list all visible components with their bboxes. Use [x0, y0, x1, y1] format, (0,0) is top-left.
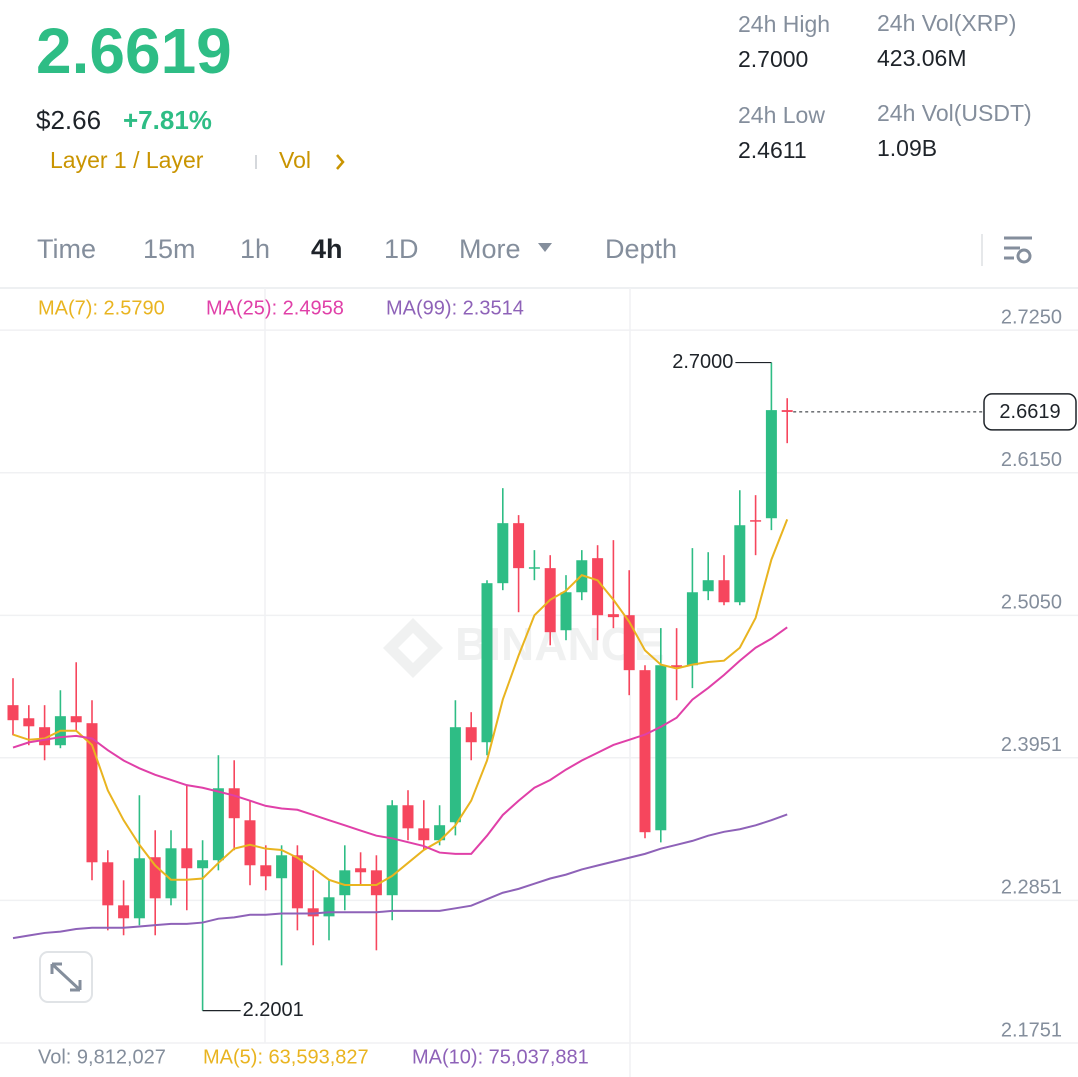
candle-body	[181, 848, 193, 869]
candle-body	[86, 723, 98, 863]
y-tick-label: 2.1751	[1001, 1019, 1062, 1041]
low-marker-label: 2.2001	[243, 999, 304, 1021]
last-price: 2.6619	[36, 15, 232, 87]
candle-body	[307, 908, 319, 917]
interval-tab[interactable]: 15m	[143, 234, 196, 264]
candle-body	[149, 857, 161, 899]
candle-body	[197, 860, 209, 869]
candle-body	[355, 868, 367, 873]
candle-body	[102, 862, 114, 906]
candle-body	[133, 858, 145, 919]
candle-body	[323, 897, 335, 917]
candle-body	[228, 788, 240, 819]
candle-body	[702, 580, 714, 592]
interval-tab[interactable]: Depth	[605, 234, 677, 264]
candle-body	[23, 718, 35, 727]
y-tick-label: 2.3951	[1001, 734, 1062, 756]
ma-line	[12, 813, 788, 940]
vol-link[interactable]: Vol	[279, 147, 311, 173]
candle-body	[528, 567, 540, 569]
interval-tab[interactable]: 4h	[311, 234, 343, 264]
high-marker-label: 2.7000	[672, 351, 733, 373]
candle-body	[434, 825, 446, 841]
candle-body	[781, 410, 793, 412]
stat-value: 1.09B	[877, 135, 937, 161]
last-price-box	[983, 393, 1077, 431]
stat-label: 24h Vol(XRP)	[877, 10, 1016, 36]
candle-body	[750, 520, 762, 522]
chevron-icon	[336, 154, 345, 170]
candle-body	[291, 855, 303, 909]
interval-tab[interactable]: More	[459, 234, 521, 264]
y-tick-label: 2.7250	[1001, 306, 1062, 328]
candle-body	[402, 805, 414, 829]
candle-body	[718, 580, 730, 603]
candle-body	[276, 855, 288, 879]
settings-icon[interactable]	[1004, 236, 1032, 264]
candle-body	[449, 727, 461, 823]
candle-body	[386, 805, 398, 896]
expand-button[interactable]	[39, 951, 93, 1003]
stat-value: 2.7000	[738, 46, 808, 72]
candle-body	[481, 583, 493, 743]
candle-body	[623, 615, 635, 671]
price-change: +7.81%	[123, 105, 212, 135]
y-tick-label: 2.6150	[1001, 449, 1062, 471]
y-tick-label: 2.2851	[1001, 877, 1062, 899]
candle-body	[765, 410, 777, 519]
candle-body	[7, 705, 19, 721]
stat-label: 24h Low	[738, 102, 825, 128]
candle-body	[165, 848, 177, 899]
candle-body	[418, 828, 430, 841]
y-tick-label: 2.5050	[1001, 592, 1062, 614]
candle-body	[339, 870, 351, 896]
interval-tab[interactable]: Time	[37, 234, 96, 264]
candle-body	[260, 865, 272, 877]
candle-body	[513, 523, 525, 569]
candle-body	[671, 665, 683, 668]
candle-body	[39, 727, 51, 746]
candle-body	[592, 558, 604, 616]
dropdown-icon	[538, 243, 552, 252]
candle-body	[465, 727, 477, 743]
ma-legend: MA(25): 2.4958	[206, 297, 344, 319]
last-price-label: 2.6619	[999, 401, 1060, 423]
ma-line	[12, 626, 788, 855]
stat-value: 423.06M	[877, 45, 967, 71]
volume-legend: MA(5): 63,593,827	[203, 1046, 369, 1068]
tag-link[interactable]: Layer 1 / Layer	[50, 147, 204, 173]
interval-tab[interactable]: 1h	[240, 234, 270, 264]
candle-body	[497, 523, 509, 584]
candle-body	[370, 870, 382, 896]
volume-legend: Vol: 9,812,027	[38, 1046, 166, 1068]
interval-tabs: Time 15m 1h 4h 1D More Depth	[37, 234, 677, 264]
candle-body	[686, 592, 698, 666]
stat-label: 24h Vol(USDT)	[877, 100, 1032, 126]
ma-legend: MA(99): 2.3514	[386, 297, 524, 319]
ma-legend: MA(7): 2.5790	[38, 297, 165, 319]
candle-body	[639, 670, 651, 833]
candle-body	[118, 905, 130, 919]
interval-tab[interactable]: 1D	[384, 234, 419, 264]
candle-body	[70, 716, 82, 723]
candle-body	[655, 665, 667, 831]
candle-body	[607, 614, 619, 618]
stat-value: 2.4611	[738, 137, 807, 163]
fiat-price: $2.66	[36, 105, 101, 135]
ma-line	[12, 519, 789, 886]
stat-label: 24h High	[738, 11, 830, 37]
candle-body	[560, 592, 572, 631]
volume-legend: MA(10): 75,037,881	[412, 1046, 589, 1068]
watermark: BINANCE	[383, 618, 665, 678]
plot: 2.7250 2.6150 2.5050 2.3951 2.2851 2.1751 MA(7…	[0, 297, 1078, 1068]
candle-body	[244, 820, 256, 866]
candle-body	[212, 788, 224, 861]
candle-body	[734, 525, 746, 603]
